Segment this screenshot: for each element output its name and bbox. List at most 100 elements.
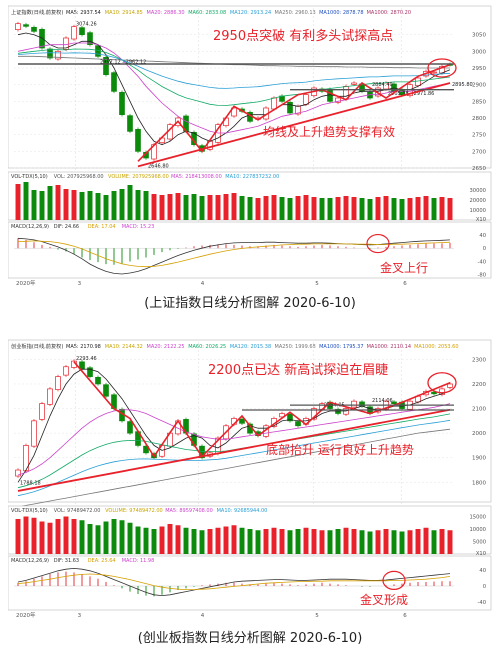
candle-body — [335, 97, 341, 103]
macd-legend-1: DIF: 31.63 — [54, 558, 79, 564]
volume-bar — [447, 198, 453, 220]
candle-body — [87, 32, 93, 46]
price-tick-3: 2000 — [472, 431, 486, 437]
macd-frame — [8, 221, 492, 279]
volume-bar — [135, 190, 141, 220]
candle-body — [439, 388, 445, 395]
volume-bar — [143, 191, 149, 220]
candle-body — [431, 71, 437, 74]
price-tick-2: 2100 — [472, 407, 486, 413]
ma120-line — [17, 52, 451, 89]
volume-bar — [231, 193, 237, 220]
shanghai-index-chart: 上证指数(日线,前复权) MA5: 2937.54 MA10: 2914.85 MA2… — [8, 5, 492, 287]
price-tick-8: 2650 — [472, 166, 486, 172]
month-label-3: 5 — [315, 613, 319, 619]
zigzag-trend-line — [137, 63, 451, 162]
candle-body — [31, 26, 37, 32]
volume-bar — [79, 520, 85, 554]
volume-bar — [191, 529, 197, 554]
volume-bar — [271, 195, 277, 220]
macd-legend-0: MACD(12,26,9) — [11, 224, 49, 230]
volume-bar — [271, 527, 277, 554]
volume-bar — [127, 522, 133, 554]
volume-bar — [175, 525, 181, 554]
macd-legend-3: MACD: 11.98 — [122, 558, 155, 564]
candle-body — [55, 376, 61, 390]
ma-legend-7: MA1000: 2870.20 — [367, 10, 411, 16]
month-label-1: 3 — [78, 613, 82, 619]
price-tick-2: 2950 — [472, 66, 486, 72]
volume-legend-2: VOLUME: 97489472.00 — [105, 508, 163, 514]
volume-bar — [223, 194, 229, 220]
volume-bar — [47, 522, 53, 554]
volume-bar — [167, 194, 173, 220]
volume-bar — [215, 195, 221, 220]
candle-body — [119, 91, 125, 116]
candle-body — [239, 418, 245, 424]
annotation-breakout: 2950点突破 有利多头试探高点 — [213, 28, 393, 44]
volume-bar — [87, 191, 93, 220]
ma-legend-2: MA20: 2122.25 — [147, 344, 185, 350]
ma-legend-0: MA5: 2170.98 — [66, 344, 101, 350]
volume-legend-0: VOL-TDX(5,10) — [11, 508, 48, 514]
volume-bar — [415, 197, 421, 220]
volume-legend-3: MA5: 89597408.00 — [165, 508, 213, 514]
volume-bar — [127, 185, 133, 220]
ma20-line — [17, 42, 451, 134]
volume-bar — [287, 530, 293, 554]
volume-bar — [159, 526, 165, 554]
ma250-line — [17, 428, 451, 508]
volume-bar — [383, 196, 389, 220]
ma-legend-6: MA1000: 1795.37 — [319, 344, 363, 350]
macd-dif-line — [17, 567, 451, 597]
candle-body — [271, 97, 277, 110]
volume-bar — [159, 195, 165, 220]
macd-dea-line — [17, 573, 451, 591]
candle-body — [127, 115, 133, 132]
annotation-golden-cross: 金叉上行 — [380, 260, 428, 275]
volume-bar — [223, 526, 229, 554]
volume-bar — [31, 517, 37, 554]
macd-tick-1: 0 — [483, 584, 486, 590]
volume-bar — [95, 193, 101, 220]
macd-tick-3: -80 — [478, 273, 486, 279]
price-label-0: 3074.26 — [76, 22, 97, 28]
volume-bar — [439, 529, 445, 554]
price-tick-5: 1800 — [472, 480, 486, 486]
month-label-2: 4 — [201, 613, 205, 619]
price-tick-1: 2200 — [472, 382, 486, 388]
zigzag-trend-line — [73, 361, 451, 458]
volume-bar — [255, 530, 261, 554]
volume-bar — [359, 530, 365, 554]
price-tick-4: 1900 — [472, 456, 486, 462]
candle-body — [111, 72, 117, 92]
price-frame — [8, 339, 492, 503]
volume-bar — [199, 196, 205, 220]
candle-body — [95, 376, 101, 385]
candle-body — [391, 401, 397, 404]
ma-legend-2: MA20: 2886.30 — [147, 10, 185, 16]
volume-bar — [391, 530, 397, 554]
volume-bar — [263, 196, 269, 220]
volume-bar — [303, 195, 309, 220]
candle-body — [15, 23, 21, 31]
volume-bar — [15, 519, 21, 554]
volume-bar — [31, 190, 37, 220]
volume-bar — [319, 198, 325, 220]
volume-bar — [183, 195, 189, 220]
candle-body — [71, 26, 77, 40]
volume-bar — [375, 197, 381, 220]
golden-cross-circle — [382, 570, 406, 590]
volume-bar — [15, 184, 21, 220]
candle-body — [15, 469, 21, 477]
volume-bar — [39, 191, 45, 220]
volume-bar — [407, 198, 413, 220]
ma-legend-3: MA60: 2026.25 — [188, 344, 226, 350]
volume-bar — [303, 527, 309, 554]
candle-body — [351, 82, 357, 85]
ma-legend-8: MA1000: 2053.60 — [414, 344, 458, 350]
price-panel-title: 上证指数(日线,前复权) — [11, 8, 63, 16]
price-label-2: 2646.80 — [148, 164, 169, 170]
volume-bar — [407, 530, 413, 554]
ma-legend-6: MA1000: 2878.78 — [319, 10, 363, 16]
